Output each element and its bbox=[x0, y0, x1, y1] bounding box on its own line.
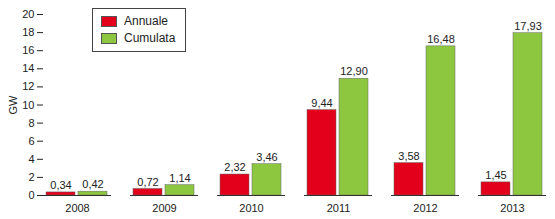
svg-text:9,44: 9,44 bbox=[311, 97, 332, 109]
svg-text:2011: 2011 bbox=[327, 202, 351, 214]
svg-text:0,42: 0,42 bbox=[82, 178, 103, 190]
svg-text:0: 0 bbox=[28, 189, 34, 201]
svg-text:12: 12 bbox=[22, 80, 34, 92]
svg-text:17,93: 17,93 bbox=[514, 20, 542, 32]
svg-text:0,72: 0,72 bbox=[137, 176, 158, 188]
svg-text:1,14: 1,14 bbox=[169, 172, 190, 184]
svg-text:16: 16 bbox=[22, 44, 34, 56]
svg-text:2009: 2009 bbox=[152, 202, 176, 214]
svg-text:2: 2 bbox=[28, 171, 34, 183]
svg-text:4: 4 bbox=[28, 153, 34, 165]
svg-text:0,34: 0,34 bbox=[50, 179, 71, 191]
svg-text:20: 20 bbox=[22, 8, 34, 20]
svg-text:2010: 2010 bbox=[239, 202, 263, 214]
svg-text:2012: 2012 bbox=[413, 202, 437, 214]
svg-text:18: 18 bbox=[22, 26, 34, 38]
svg-text:12,90: 12,90 bbox=[340, 65, 368, 77]
svg-text:6: 6 bbox=[28, 135, 34, 147]
svg-text:3,46: 3,46 bbox=[256, 151, 277, 163]
svg-text:8: 8 bbox=[28, 117, 34, 129]
svg-text:GW: GW bbox=[7, 95, 19, 115]
svg-text:2008: 2008 bbox=[65, 202, 89, 214]
svg-text:14: 14 bbox=[22, 62, 34, 74]
html-text:Cumulata: Cumulata bbox=[124, 31, 176, 45]
svg-text:10: 10 bbox=[22, 99, 34, 111]
svg-text:2,32: 2,32 bbox=[224, 161, 245, 173]
svg-text:3,58: 3,58 bbox=[398, 150, 419, 162]
svg-text:1,45: 1,45 bbox=[485, 169, 506, 181]
html-text:Annuale: Annuale bbox=[124, 14, 168, 28]
svg-text:2013: 2013 bbox=[500, 202, 524, 214]
svg-text:16,48: 16,48 bbox=[427, 33, 455, 45]
